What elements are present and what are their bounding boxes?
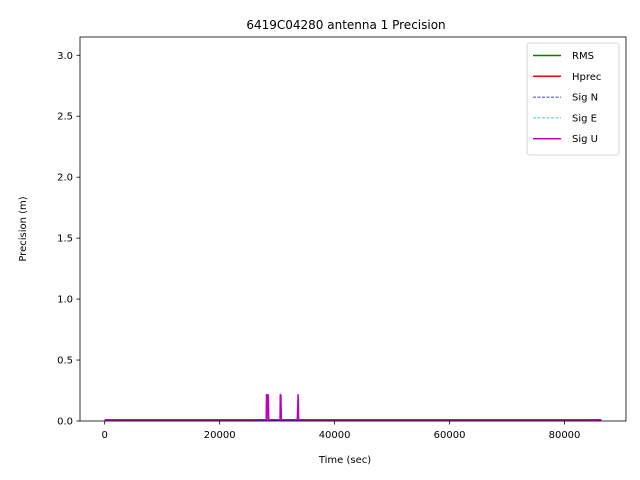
legend-label: Sig E [572, 113, 597, 124]
legend-label: Sig U [572, 134, 598, 145]
legend-box [526, 42, 620, 156]
x-tick-label: 40000 [319, 430, 351, 441]
y-tick-label: 1.5 [57, 234, 73, 245]
y-tick-label: 0.0 [57, 417, 73, 428]
x-tick-label: 60000 [434, 430, 466, 441]
x-tick-label: 80000 [549, 430, 581, 441]
plot-area [104, 393, 602, 422]
legend-label: Sig N [572, 93, 598, 104]
legend: RMS Hprec Sig N Sig E Sig U [526, 42, 620, 156]
y-tick-label: 2.5 [57, 112, 73, 123]
y-tick-label: 1.0 [57, 295, 73, 306]
series-sig-u-line [104, 393, 602, 421]
x-tick-label: 0 [102, 430, 108, 441]
x-axis: 0 20000 40000 60000 80000 [102, 421, 581, 441]
y-tick-label: 0.5 [57, 356, 73, 367]
y-tick-label: 2.0 [57, 173, 73, 184]
legend-label: RMS [572, 51, 594, 62]
y-axis: 0.0 0.5 1.0 1.5 2.0 2.5 3.0 [57, 51, 80, 428]
axes-frame [79, 36, 627, 422]
chart-title: 6419C04280 antenna 1 Precision [246, 18, 445, 32]
y-axis-label: Precision (m) [18, 196, 29, 261]
legend-label: Hprec [572, 72, 601, 83]
y-tick-label: 3.0 [57, 51, 73, 62]
x-tick-label: 20000 [204, 430, 236, 441]
x-axis-label: Time (sec) [318, 455, 371, 466]
